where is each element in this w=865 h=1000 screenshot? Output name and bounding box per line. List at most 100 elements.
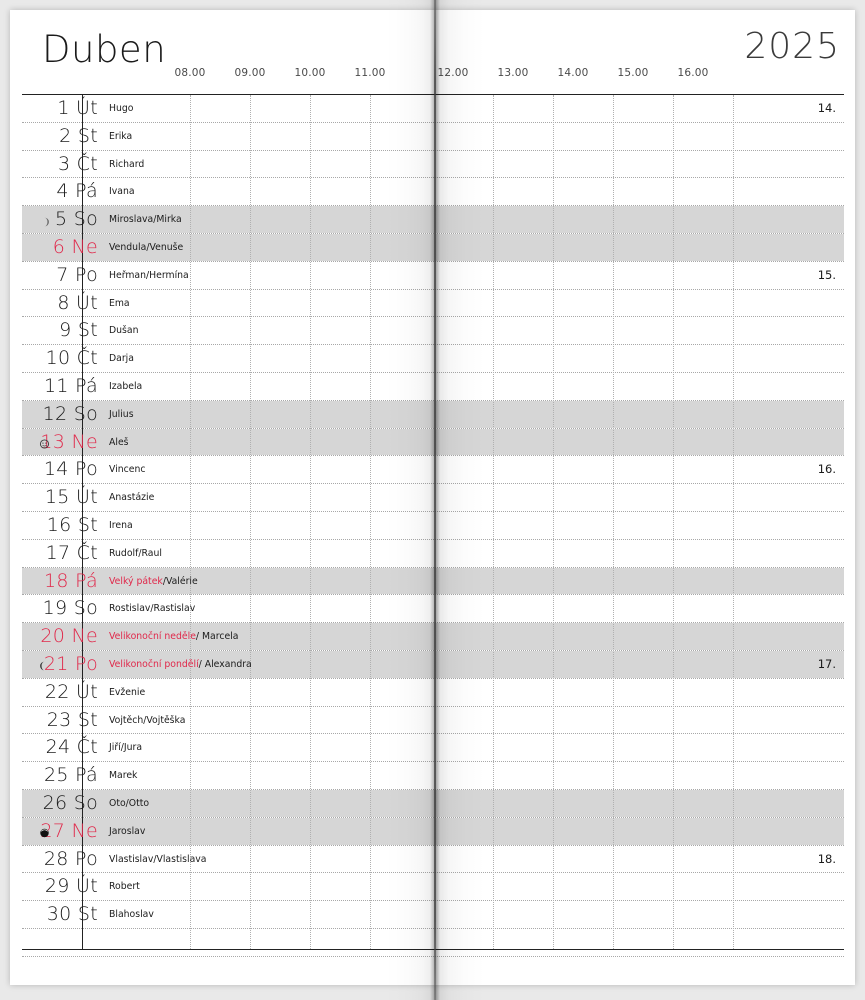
hour-label-11-00: 11.00: [354, 67, 386, 79]
day-row[interactable]: 2 St Erika: [22, 123, 844, 151]
nameday-cell[interactable]: Miroslava/Mirka: [109, 214, 182, 226]
day-number: 14 Po: [43, 458, 98, 481]
day-row[interactable]: [22, 929, 844, 957]
nameday-cell[interactable]: Vincenc: [109, 464, 146, 476]
nameday-cell[interactable]: Robert: [109, 881, 140, 893]
day-row[interactable]: 20 Ne Velikonoční neděle/ Marcela: [22, 623, 844, 651]
day-row[interactable]: 7 Po Heřman/Hermína 15.: [22, 262, 844, 290]
day-row[interactable]: 1 Út Hugo 14.: [22, 95, 844, 123]
day-number: 16 St: [46, 513, 98, 536]
column-rule: [733, 95, 734, 949]
nameday-cell[interactable]: Julius: [109, 408, 134, 420]
row-background: [22, 817, 844, 845]
day-number: 1 Út: [57, 97, 98, 119]
nameday-cell[interactable]: Ema: [109, 297, 130, 309]
day-row[interactable]: 21 Po Velikonoční pondělí/ Alexandra 17.: [22, 650, 844, 679]
day-row[interactable]: 17 Čt Rudolf/Raul: [22, 540, 844, 568]
day-row[interactable]: 26 So Oto/Otto: [22, 789, 844, 818]
day-row[interactable]: 23 St Vojtěch/Vojtěška: [22, 707, 844, 735]
nameday-cell[interactable]: Dušan: [109, 325, 139, 337]
nameday-cell[interactable]: Ivana: [109, 186, 135, 198]
nameday-cell[interactable]: Izabela: [109, 380, 143, 392]
nameday-cell[interactable]: Hugo: [109, 103, 134, 114]
nameday-cell[interactable]: Darja: [109, 353, 134, 365]
day-row[interactable]: 28 Po Vlastislav/Vlastislava 18.: [22, 846, 844, 874]
day-row[interactable]: 25 Pá Marek: [22, 762, 844, 790]
day-number: 3 Čt: [57, 152, 98, 175]
row-background: [22, 623, 844, 650]
column-rule: [250, 95, 251, 949]
nameday-cell[interactable]: Aleš: [109, 436, 129, 448]
day-number: 20 Ne: [40, 625, 98, 648]
nameday-cell[interactable]: Velký pátek/Valérie: [104, 568, 208, 595]
nameday-cell[interactable]: Anastázie: [109, 492, 155, 504]
nameday-cell[interactable]: Erika: [109, 130, 133, 142]
day-number: 26 So: [42, 791, 98, 814]
day-number: 28 Po: [43, 847, 98, 870]
nameday-cell[interactable]: Jaroslav: [109, 825, 146, 837]
day-row[interactable]: 18 Pá Velký pátek/Valérie: [22, 567, 844, 596]
week-number: 14.: [817, 101, 836, 115]
day-row[interactable]: 12 So Julius: [22, 400, 844, 429]
day-row[interactable]: 16 St Irena: [22, 512, 844, 540]
day-row[interactable]: 13 Ne Aleš: [22, 428, 844, 457]
nameday-cell[interactable]: Vojtěch/Vojtěška: [109, 714, 186, 726]
nameday-cell[interactable]: Vlastislav/Vlastislava: [109, 853, 207, 865]
nameday-cell[interactable]: Vendula/Venuše: [109, 241, 184, 253]
day-row[interactable]: 3 Čt Richard: [22, 151, 844, 179]
day-row[interactable]: 19 So Rostislav/Rastislav: [22, 595, 844, 624]
day-row[interactable]: 22 Út Evženie: [22, 679, 844, 707]
nameday-cell[interactable]: Marek: [109, 770, 138, 782]
day-row[interactable]: 29 Út Robert: [22, 873, 844, 902]
nameday-cell[interactable]: Rostislav/Rastislav: [109, 603, 196, 615]
day-row[interactable]: 27 Ne Jaroslav: [22, 817, 844, 846]
day-row[interactable]: 9 St Dušan: [22, 317, 844, 346]
day-row[interactable]: 15 Út Anastázie: [22, 484, 844, 512]
hour-label-15-00: 15.00: [617, 67, 649, 79]
day-number: 9 St: [59, 319, 98, 342]
day-number: 6 Ne: [52, 235, 98, 258]
day-number: 17 Čt: [45, 541, 98, 564]
nameday-cell[interactable]: Velikonoční pondělí/ Alexandra: [104, 651, 252, 678]
day-row[interactable]: 6 Ne Vendula/Venuše: [22, 233, 844, 262]
week-number: 16.: [817, 462, 836, 477]
day-row[interactable]: 11 Pá Izabela: [22, 373, 844, 401]
day-row[interactable]: 24 Čt Jiří/Jura: [22, 734, 844, 763]
year-title: 2025: [744, 26, 840, 67]
moon-phase-last-quarter-icon: [38, 658, 51, 671]
nameday-cell[interactable]: Irena: [109, 519, 133, 531]
day-grid: 1 Út Hugo 14. 2 St Erika 3 Čt Richard 4 Pá Ivana…: [22, 94, 844, 957]
day-row[interactable]: 4 Pá Ivana: [22, 178, 844, 207]
nameday-cell[interactable]: Rudolf/Raul: [109, 547, 162, 559]
column-rule: [673, 95, 674, 949]
hour-label-10-00: 10.00: [294, 67, 326, 79]
week-number: 15.: [817, 267, 836, 282]
nameday-cell[interactable]: Heřman/Hermína: [109, 269, 189, 281]
calendar-header: Duben 2025 08.00 09.00 10.00 11.00 12.00 13.0…: [22, 22, 844, 94]
row-background: [22, 650, 844, 678]
nameday-cell[interactable]: Blahoslav: [109, 909, 154, 921]
hour-label-09-00: 09.00: [234, 67, 266, 79]
nameday-cell[interactable]: Evženie: [109, 686, 146, 698]
nameday-cell[interactable]: [104, 929, 208, 956]
day-number: 23 St: [46, 708, 98, 731]
nameday-cell[interactable]: Jiří/Jura: [109, 742, 143, 754]
day-row[interactable]: 5 So Miroslava/Mirka: [22, 206, 844, 234]
day-row[interactable]: 14 Po Vincenc 16.: [22, 456, 844, 485]
day-number: 12 So: [42, 402, 98, 425]
nameday-cell[interactable]: Richard: [109, 158, 145, 170]
nameday-cell[interactable]: Velikonoční neděle/ Marcela: [104, 623, 238, 650]
day-row[interactable]: 10 Čt Darja: [22, 345, 844, 373]
row-background: [22, 206, 844, 233]
column-rule: [190, 95, 191, 949]
hour-label-13-00: 13.00: [497, 67, 529, 79]
nameday-cell[interactable]: Oto/Otto: [109, 797, 150, 809]
row-background: [22, 400, 844, 428]
day-number: 29 Út: [44, 875, 98, 898]
day-row[interactable]: 8 Út Ema: [22, 290, 844, 318]
day-number: 25 Pá: [44, 764, 98, 787]
column-rule: [493, 95, 494, 949]
day-row[interactable]: 30 St Blahoslav: [22, 901, 844, 929]
moon-phase-new-icon: [38, 825, 51, 838]
